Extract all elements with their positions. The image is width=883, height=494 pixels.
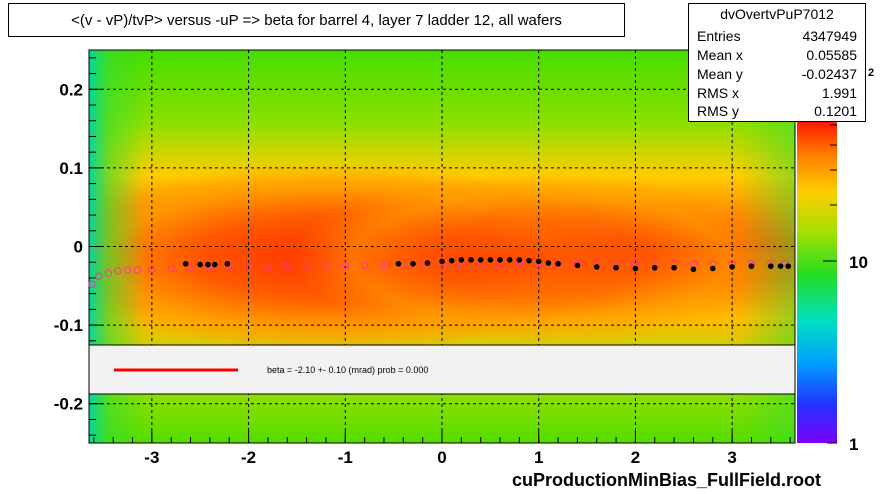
fit-point [133,266,142,274]
stat-row-rms-x: RMS x 1.991 [697,83,857,103]
plot-title: <(v - vP)/tvP> versus -uP => beta for ba… [8,3,625,37]
profile-point [468,257,474,263]
profile-point [410,260,416,267]
x-tick-label: 1 [534,448,543,467]
profile-point [197,261,204,268]
profile-point [439,258,445,265]
profile-point [555,260,561,267]
fit-point [554,260,562,268]
profile-point [671,264,677,271]
profile-point [748,263,755,269]
x-tick-label: -1 [338,448,353,467]
profile-point [777,263,784,269]
y-tick-label: 0 [74,238,83,257]
y-tick-label: 0.1 [59,159,83,178]
fit-point [244,263,253,271]
profile-point [535,258,542,265]
profile-point [395,260,402,267]
profile-point [632,265,639,272]
stats-box: dvOvertvPuP7012 Entries 4347949 Mean x 0… [688,3,866,122]
profile-point [545,260,552,266]
profile-point [785,263,792,269]
legend-text: beta = -2.10 +- 0.10 (mrad) prob = 0.000 [267,365,428,375]
profile-points [182,257,792,273]
stat-value: 1.991 [821,85,857,101]
profile-point [709,265,716,272]
stat-key: RMS x [697,85,739,101]
fit-point [186,264,195,272]
stat-value: 0.1201 [814,103,857,119]
profile-point [768,263,774,269]
footer-filename: cuProductionMinBias_FullField.root [511,470,821,490]
x-tick-label: 0 [437,448,446,467]
stat-key: RMS y [697,103,739,119]
fit-point [123,266,132,274]
stat-key: Mean y [697,66,743,82]
fit-point [302,262,311,270]
stat-value: 4347949 [802,28,857,44]
fit-point [341,261,349,270]
z-tick-label-1: 1 [849,435,858,454]
z-exponent-fragment: 2 [868,67,874,79]
profile-point [651,264,658,271]
fit-point [322,262,330,270]
stat-row-rms-y: RMS y 0.1201 [697,101,857,121]
fit-point [167,264,175,273]
y-tick-label: 0.2 [59,80,83,99]
profile-point [613,264,619,271]
y-tick-label: -0.2 [54,395,83,414]
stat-value: -0.02437 [801,66,857,82]
stat-row-entries: Entries 4347949 [697,26,857,46]
fit-point [781,259,790,267]
axes: -3 -2 -1 0 1 2 3 0.2 0.1 0 -0.1 -0.2 [54,57,791,467]
fit-point [148,265,156,273]
fit-point [283,262,291,270]
z-scale-ticks [823,124,837,444]
x-tick-label: 2 [631,448,640,467]
profile-point [477,257,484,263]
profile-point [448,257,455,264]
profile-point [690,266,697,273]
stat-value: 0.05585 [806,47,857,63]
fit-point [104,269,113,277]
fit-point [114,267,122,275]
stats-name: dvOvertvPuP7012 [720,6,834,22]
stat-row-mean-x: Mean x 0.05585 [697,45,857,65]
y-tick-label: -0.1 [54,316,83,335]
profile-point [182,260,189,267]
x-tick-label: 3 [727,448,736,467]
z-color-scale [797,120,837,443]
stat-key: Mean x [697,47,743,63]
profile-point [497,257,503,263]
profile-point [205,261,211,268]
fit-point [94,272,103,281]
fit-point [264,263,272,271]
fit-point [360,261,369,270]
x-tick-label: -2 [241,448,256,467]
profile-point [506,257,513,263]
profile-point [224,260,231,267]
profile-point [211,261,218,268]
fit-point [380,261,388,270]
grid-lines [89,50,795,443]
fit-point [88,280,96,288]
x-tick-label: -3 [144,448,159,467]
profile-point [574,262,581,269]
profile-point [526,257,532,264]
profile-point [729,264,735,270]
profile-point [516,257,523,263]
profile-point [458,257,465,263]
profile-point [487,257,494,263]
profile-point [424,260,431,266]
profile-point [593,264,600,270]
z-tick-label-10: 10 [849,253,868,272]
stat-row-mean-y: Mean y -0.02437 [697,64,857,84]
stat-key: Entries [697,28,741,44]
